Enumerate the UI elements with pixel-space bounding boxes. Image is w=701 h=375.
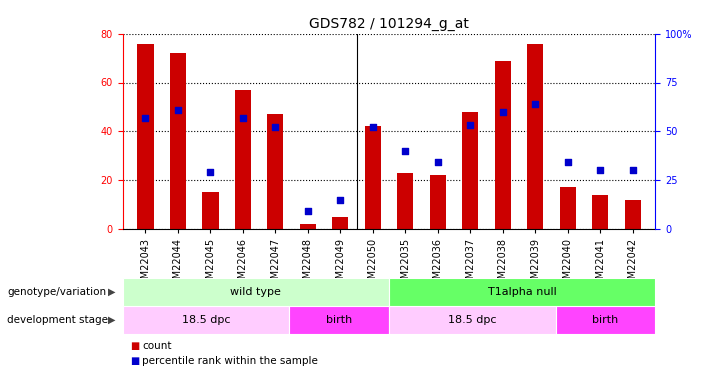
Point <box>627 167 639 173</box>
Text: birth: birth <box>592 315 618 325</box>
Text: ▶: ▶ <box>109 286 116 297</box>
Point <box>334 196 346 202</box>
Bar <box>365 126 381 229</box>
Bar <box>625 200 641 229</box>
Point <box>139 115 151 121</box>
Point <box>270 124 281 130</box>
Point <box>530 101 541 107</box>
Text: T1alpha null: T1alpha null <box>488 286 557 297</box>
Bar <box>397 172 414 229</box>
Text: development stage: development stage <box>7 315 108 325</box>
Point <box>302 208 313 214</box>
Text: percentile rank within the sample: percentile rank within the sample <box>142 356 318 366</box>
Point <box>367 124 379 130</box>
Bar <box>123 306 290 334</box>
Bar <box>495 60 511 229</box>
Bar <box>170 53 186 229</box>
Bar <box>462 112 478 229</box>
Bar <box>430 175 446 229</box>
Text: birth: birth <box>326 315 352 325</box>
Point <box>172 107 184 113</box>
Point <box>465 122 476 128</box>
Bar <box>556 306 655 334</box>
Bar <box>290 306 389 334</box>
Point <box>594 167 606 173</box>
Bar <box>123 278 389 306</box>
Title: GDS782 / 101294_g_at: GDS782 / 101294_g_at <box>309 17 469 32</box>
Bar <box>267 114 283 229</box>
Text: ■: ■ <box>130 340 139 351</box>
Bar <box>235 90 251 229</box>
Bar <box>332 217 348 229</box>
Text: genotype/variation: genotype/variation <box>7 286 106 297</box>
Point <box>433 159 444 165</box>
Text: ▶: ▶ <box>109 315 116 325</box>
Bar <box>527 44 543 229</box>
Bar <box>203 192 219 229</box>
Bar <box>300 224 316 229</box>
Bar <box>137 44 154 229</box>
Text: count: count <box>142 340 172 351</box>
Bar <box>389 278 655 306</box>
Bar <box>592 195 608 229</box>
Point <box>237 115 248 121</box>
Point <box>205 169 216 175</box>
Point <box>400 148 411 154</box>
Point <box>497 109 508 115</box>
Text: wild type: wild type <box>231 286 281 297</box>
Text: ■: ■ <box>130 356 139 366</box>
Bar <box>389 306 556 334</box>
Text: 18.5 dpc: 18.5 dpc <box>448 315 496 325</box>
Text: 18.5 dpc: 18.5 dpc <box>182 315 230 325</box>
Bar <box>559 188 576 229</box>
Point <box>562 159 573 165</box>
